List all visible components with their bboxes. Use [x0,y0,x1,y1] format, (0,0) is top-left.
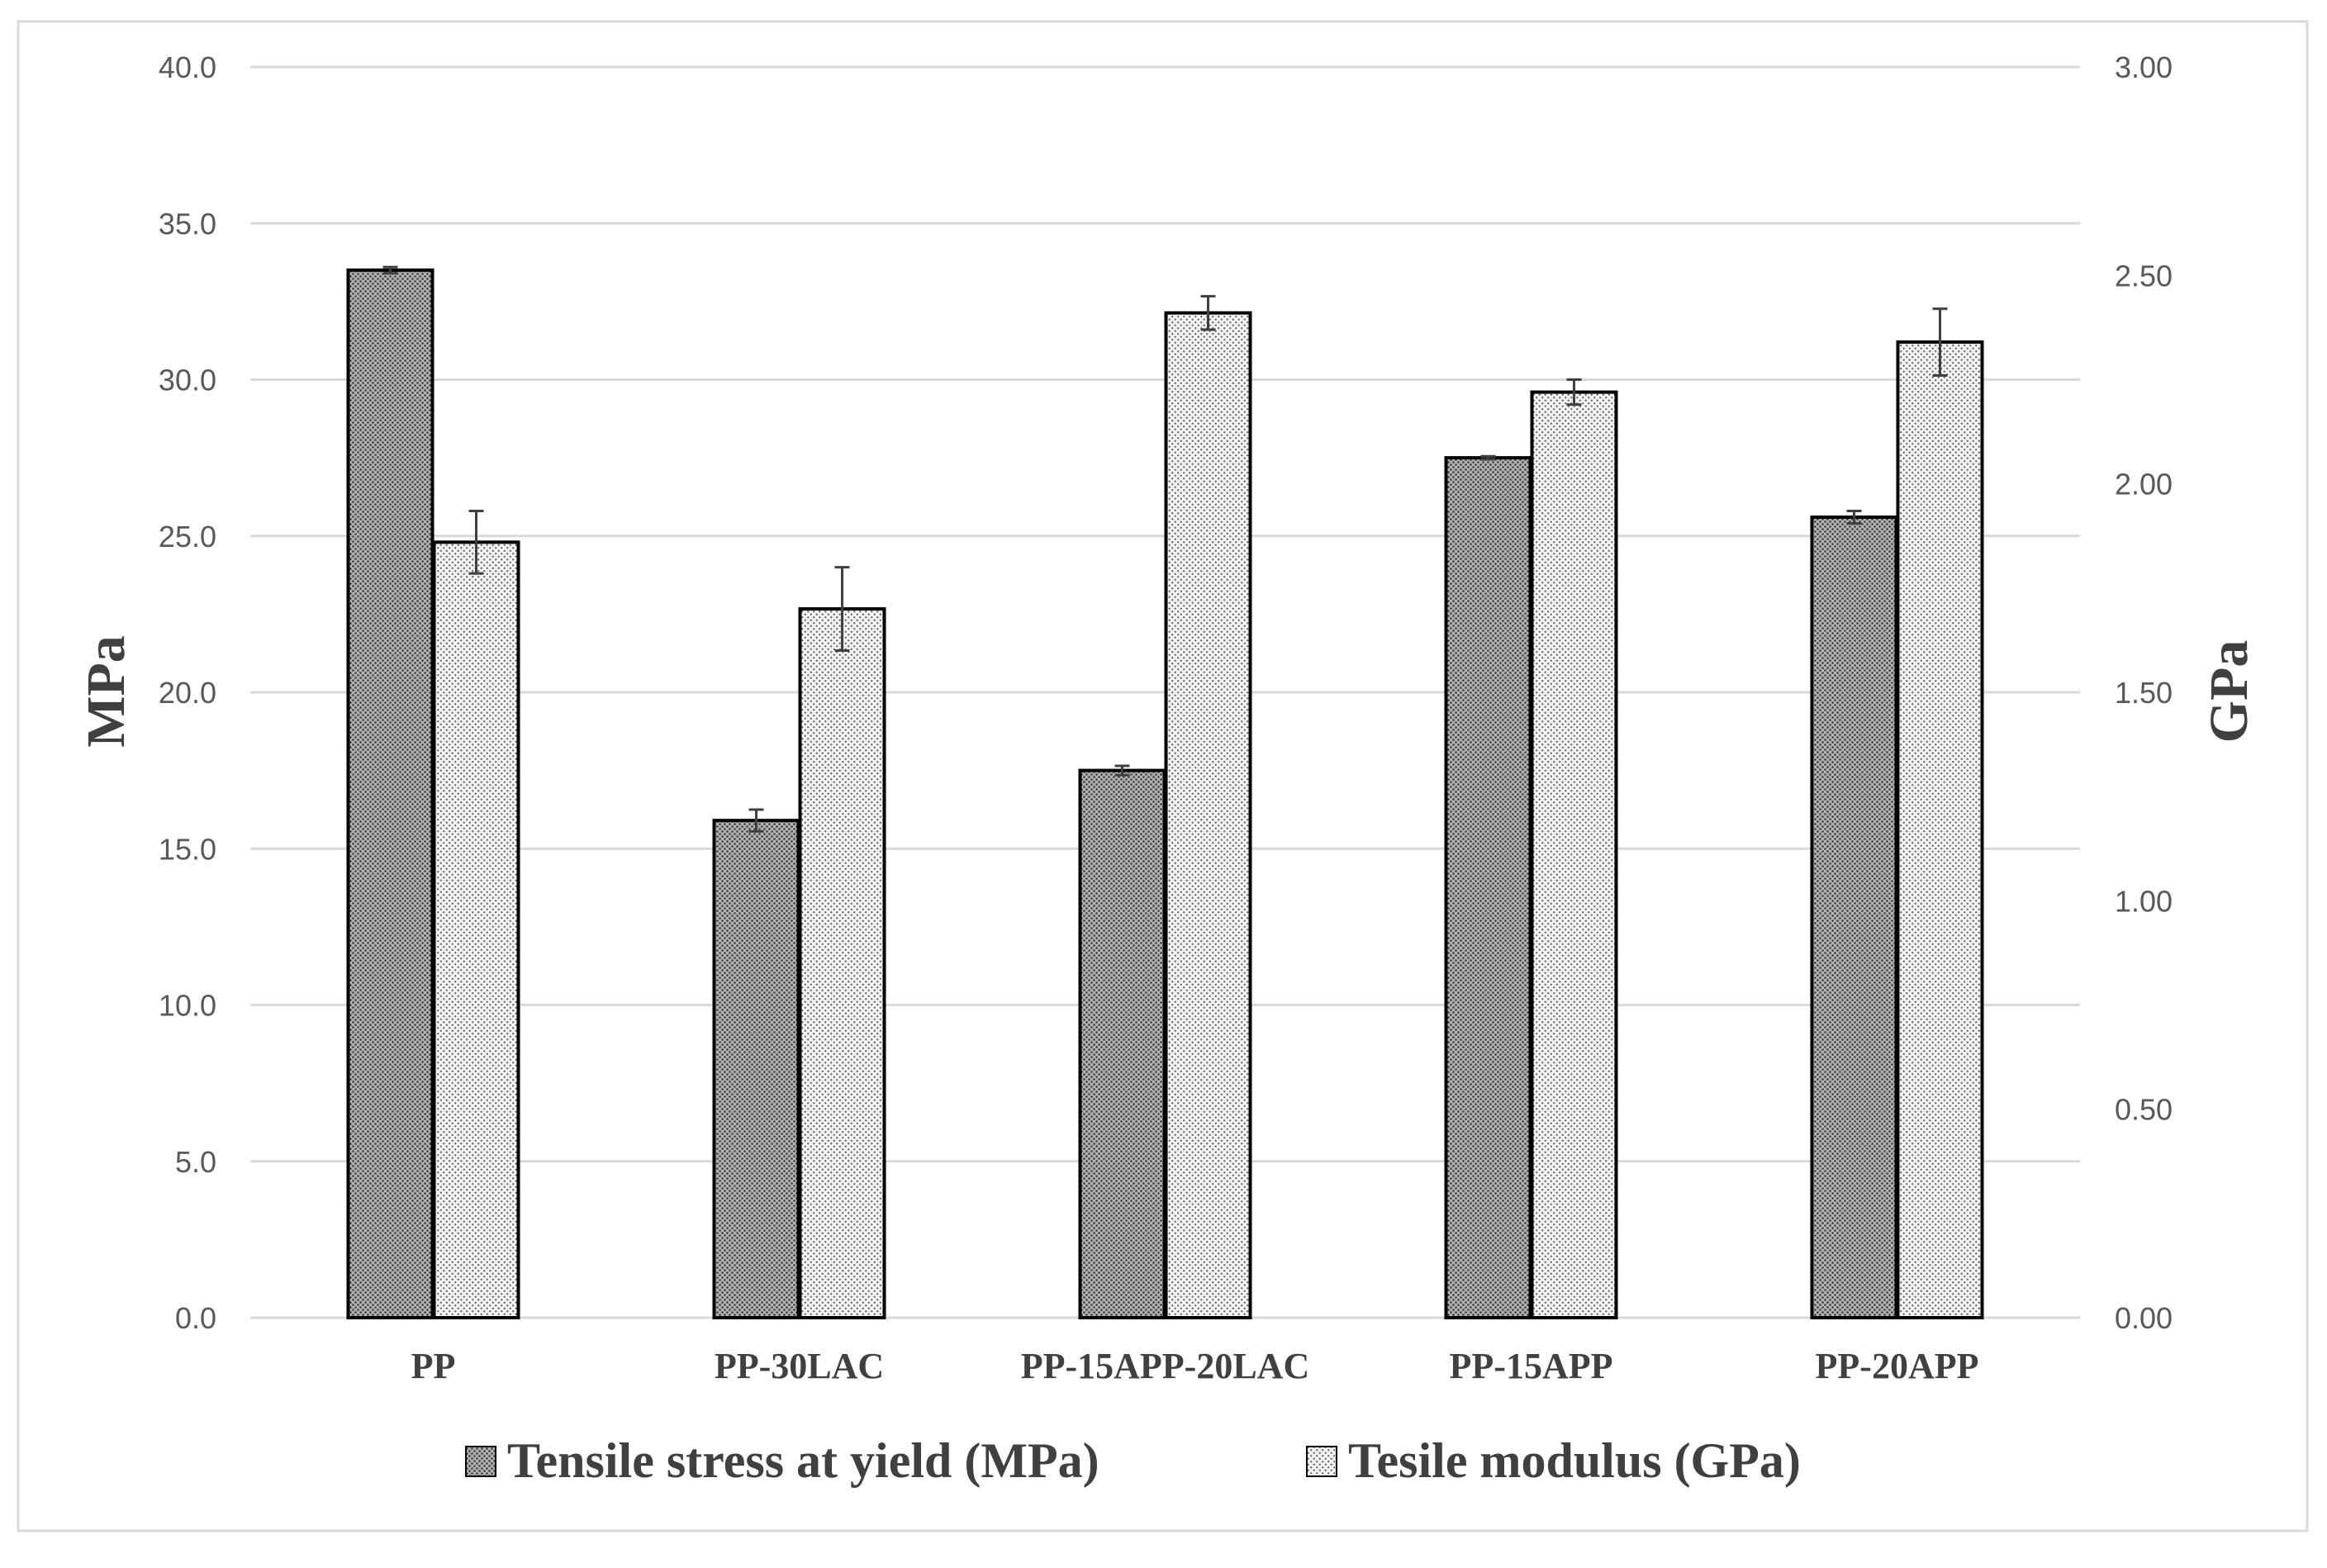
y-tick-label-right: 0.00 [2115,1301,2173,1335]
y-tick-label-left: 35.0 [159,207,216,240]
error-bar [382,265,398,275]
legend: Tensile stress at yield (MPa) Tesile mod… [465,1433,1801,1488]
y-tick-label-left: 40.0 [159,50,216,84]
bar-tensile-stress [346,268,435,1319]
error-bar [1846,509,1862,525]
y-tick-label-right: 2.50 [2115,259,2173,292]
error-bar [1932,307,1948,377]
error-bar [1480,454,1496,461]
bar-tensile-modulus [1530,390,1618,1319]
bar-tensile-modulus [432,540,520,1319]
y-tick-label-left: 15.0 [159,832,216,866]
bar-tensile-stress [1078,768,1166,1319]
bar-tensile-stress [712,819,800,1319]
y-axis-title-left: MPa [76,635,136,748]
x-category-label: PP [411,1346,456,1386]
y-tick-label-left: 20.0 [159,676,216,710]
y-tick-label-right: 1.00 [2115,884,2173,918]
y-tick-label-left: 0.0 [175,1301,216,1335]
bar-tensile-stress [1444,456,1532,1319]
y-tick-label-left: 10.0 [159,989,216,1023]
error-bars [382,265,1948,833]
y-axis-title-right: GPa [2199,640,2259,744]
error-bar [748,808,764,833]
legend-swatch-modulus [1306,1446,1337,1477]
x-category-label: PP-15APP [1450,1346,1613,1386]
y-tick-label-left: 30.0 [159,363,216,397]
legend-swatch-stress [465,1446,496,1477]
category-labels: PP PP-30LAC PP-15APP-20LAC PP-15APP PP-20APP [411,1346,1979,1386]
y-tick-label-right: 2.00 [2115,468,2173,501]
error-bar [1200,295,1216,331]
error-bar [1566,378,1582,406]
tick-labels: 0.0 5.0 10.0 15.0 20.0 25.0 30.0 35.0 40.0 0.00 0.… [159,50,2173,1335]
error-bar [468,509,484,575]
bar-tensile-modulus [798,607,886,1319]
y-tick-label-right: 0.50 [2115,1093,2173,1127]
bar-tensile-modulus [1164,311,1252,1320]
bar-tensile-modulus [1896,340,1984,1320]
x-category-label: PP-20APP [1816,1346,1979,1386]
legend-label-modulus: Tesile modulus (GPa) [1348,1433,1801,1488]
legend-label-stress: Tensile stress at yield (MPa) [507,1433,1099,1488]
error-bar [834,566,850,653]
y-tick-label-left: 5.0 [175,1145,216,1179]
y-tick-label-right: 3.00 [2115,50,2173,84]
y-tick-label-left: 25.0 [159,520,216,554]
bar-tensile-stress [1810,516,1898,1319]
y-tick-label-right: 1.50 [2115,676,2173,710]
bars [346,268,1984,1320]
error-bar [1114,764,1130,777]
x-category-label: PP-15APP-20LAC [1021,1346,1310,1386]
x-category-label: PP-30LAC [715,1346,884,1386]
